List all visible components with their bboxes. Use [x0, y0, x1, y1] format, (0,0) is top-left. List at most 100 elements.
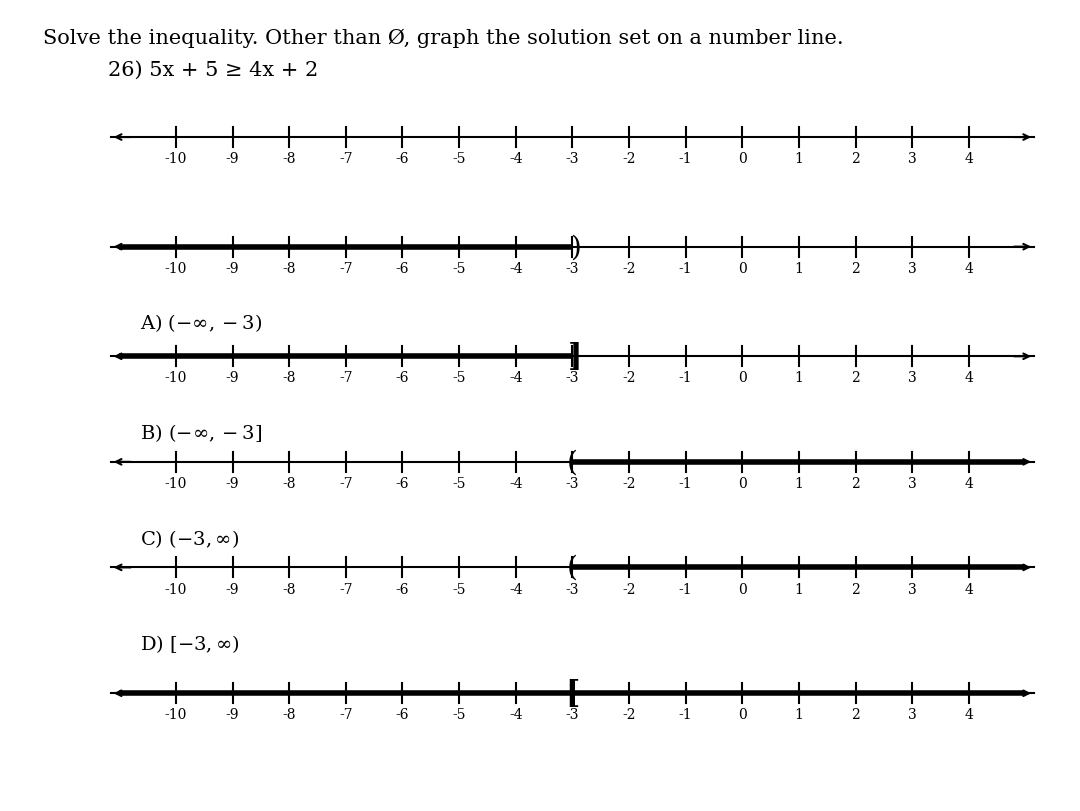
Text: 4: 4	[964, 152, 973, 166]
Text: 1: 1	[795, 371, 804, 385]
Text: 2: 2	[851, 477, 860, 491]
Text: -4: -4	[509, 477, 523, 491]
Text: -2: -2	[622, 582, 636, 596]
Text: 4: 4	[964, 582, 973, 596]
Text: 0: 0	[738, 477, 746, 491]
Text: (: (	[567, 554, 578, 581]
Text: -1: -1	[679, 707, 692, 722]
Text: -1: -1	[679, 261, 692, 276]
Text: 2: 2	[851, 582, 860, 596]
Text: -5: -5	[453, 582, 465, 596]
Text: -1: -1	[679, 582, 692, 596]
Text: -4: -4	[509, 261, 523, 276]
Text: 1: 1	[795, 152, 804, 166]
Text: -5: -5	[453, 261, 465, 276]
Text: 3: 3	[908, 152, 917, 166]
Text: 2: 2	[851, 371, 860, 385]
Text: 3: 3	[908, 261, 917, 276]
Text: A) $(-\infty, -3)$: A) $(-\infty, -3)$	[140, 312, 262, 334]
Text: -9: -9	[226, 371, 240, 385]
Text: ): )	[570, 234, 581, 261]
Text: 4: 4	[964, 707, 973, 722]
Text: -2: -2	[622, 261, 636, 276]
Text: D) $[-3, \infty)$: D) $[-3, \infty)$	[140, 633, 241, 654]
Text: -7: -7	[339, 477, 353, 491]
Text: -10: -10	[165, 371, 187, 385]
Text: 3: 3	[908, 582, 917, 596]
Text: -8: -8	[283, 371, 296, 385]
Text: 3: 3	[908, 707, 917, 722]
Text: -7: -7	[339, 707, 353, 722]
Text: -10: -10	[165, 582, 187, 596]
Text: 4: 4	[964, 477, 973, 491]
Text: 1: 1	[795, 261, 804, 276]
Text: -5: -5	[453, 371, 465, 385]
Text: -1: -1	[679, 477, 692, 491]
Text: -9: -9	[226, 582, 240, 596]
Text: -1: -1	[679, 152, 692, 166]
Text: -5: -5	[453, 152, 465, 166]
Text: -10: -10	[165, 261, 187, 276]
Text: 0: 0	[738, 261, 746, 276]
Text: 1: 1	[795, 582, 804, 596]
Text: -6: -6	[395, 371, 409, 385]
Text: -6: -6	[395, 477, 409, 491]
Text: -3: -3	[566, 371, 579, 385]
Text: -4: -4	[509, 152, 523, 166]
Text: -7: -7	[339, 261, 353, 276]
Text: 1: 1	[795, 707, 804, 722]
Text: 2: 2	[851, 152, 860, 166]
Text: 3: 3	[908, 371, 917, 385]
Text: -1: -1	[679, 371, 692, 385]
Text: -2: -2	[622, 371, 636, 385]
Text: -10: -10	[165, 477, 187, 491]
Text: -9: -9	[226, 152, 240, 166]
Text: 26) 5x + 5 ≥ 4x + 2: 26) 5x + 5 ≥ 4x + 2	[108, 61, 319, 79]
Text: -10: -10	[165, 152, 187, 166]
Text: 2: 2	[851, 707, 860, 722]
Text: -8: -8	[283, 707, 296, 722]
Text: -4: -4	[509, 582, 523, 596]
Text: -3: -3	[566, 152, 579, 166]
Text: [: [	[565, 678, 580, 709]
Text: -2: -2	[622, 707, 636, 722]
Text: -8: -8	[283, 152, 296, 166]
Text: ]: ]	[568, 341, 582, 372]
Text: -7: -7	[339, 152, 353, 166]
Text: -8: -8	[283, 261, 296, 276]
Text: 0: 0	[738, 371, 746, 385]
Text: -9: -9	[226, 477, 240, 491]
Text: -2: -2	[622, 152, 636, 166]
Text: -4: -4	[509, 371, 523, 385]
Text: -10: -10	[165, 707, 187, 722]
Text: -8: -8	[283, 582, 296, 596]
Text: -5: -5	[453, 707, 465, 722]
Text: -4: -4	[509, 707, 523, 722]
Text: -6: -6	[395, 582, 409, 596]
Text: -9: -9	[226, 261, 240, 276]
Text: -7: -7	[339, 582, 353, 596]
Text: -3: -3	[566, 261, 579, 276]
Text: -6: -6	[395, 152, 409, 166]
Text: -8: -8	[283, 477, 296, 491]
Text: 0: 0	[738, 707, 746, 722]
Text: 3: 3	[908, 477, 917, 491]
Text: (: (	[567, 448, 578, 476]
Text: -2: -2	[622, 477, 636, 491]
Text: -9: -9	[226, 707, 240, 722]
Text: C) $(-3, \infty)$: C) $(-3, \infty)$	[140, 527, 240, 549]
Text: -6: -6	[395, 707, 409, 722]
Text: -6: -6	[395, 261, 409, 276]
Text: B) $(-\infty, -3]$: B) $(-\infty, -3]$	[140, 422, 262, 444]
Text: Solve the inequality. Other than Ø, graph the solution set on a number line.: Solve the inequality. Other than Ø, grap…	[43, 28, 843, 48]
Text: -7: -7	[339, 371, 353, 385]
Text: 1: 1	[795, 477, 804, 491]
Text: -3: -3	[566, 477, 579, 491]
Text: 4: 4	[964, 261, 973, 276]
Text: 0: 0	[738, 152, 746, 166]
Text: -3: -3	[566, 582, 579, 596]
Text: -3: -3	[566, 707, 579, 722]
Text: -5: -5	[453, 477, 465, 491]
Text: 4: 4	[964, 371, 973, 385]
Text: 2: 2	[851, 261, 860, 276]
